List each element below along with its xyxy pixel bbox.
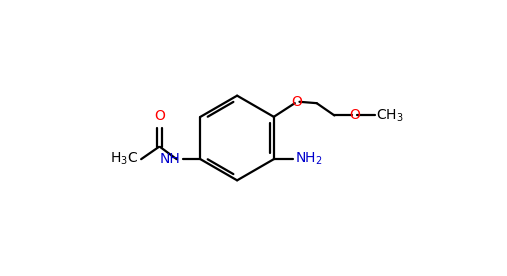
Text: O: O: [349, 108, 360, 123]
Text: O: O: [292, 95, 303, 109]
Text: O: O: [154, 109, 165, 123]
Text: H$_3$C: H$_3$C: [111, 151, 138, 167]
Text: CH$_3$: CH$_3$: [376, 107, 404, 124]
Text: NH: NH: [159, 152, 180, 166]
Text: NH$_2$: NH$_2$: [295, 151, 322, 167]
